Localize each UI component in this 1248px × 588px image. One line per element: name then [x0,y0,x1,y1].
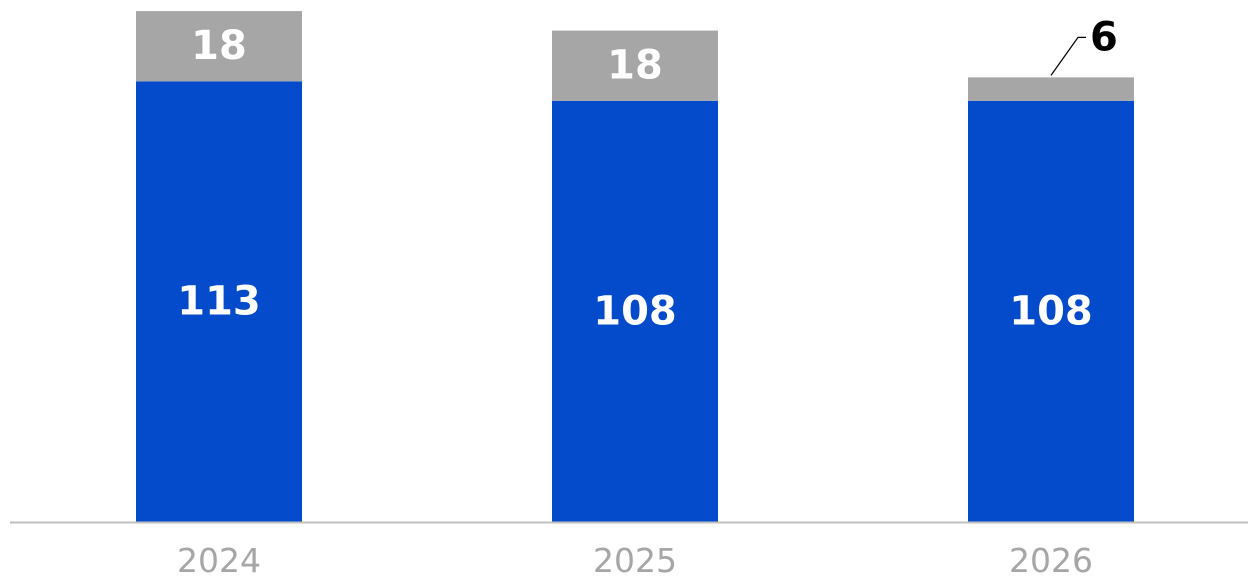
value-labels-group: 113 18 108 18 108 6 [177,14,1118,334]
value-label-2024-base: 113 [177,279,261,325]
value-label-2025-top: 18 [607,43,663,89]
value-label-2026-top: 6 [1090,14,1118,60]
value-label-2025-base: 108 [593,288,677,334]
bar-2025-top [552,30,718,101]
bars-group [136,11,1134,523]
value-label-2026-base: 108 [1009,288,1093,334]
value-label-2024-top: 18 [191,23,247,69]
x-tick-label-2026: 2026 [1009,541,1093,580]
bar-2024-top [136,11,302,82]
bar-2025-base [552,100,718,523]
x-tick-labels-group: 2024 2025 2026 [177,541,1093,580]
x-tick-label-2024: 2024 [177,541,261,580]
bar-2026-top [968,77,1134,101]
leader-line-2026 [1050,36,1086,76]
bar-2026-base [968,100,1134,523]
x-tick-label-2025: 2025 [593,541,677,580]
bar-2024-base [136,81,302,523]
